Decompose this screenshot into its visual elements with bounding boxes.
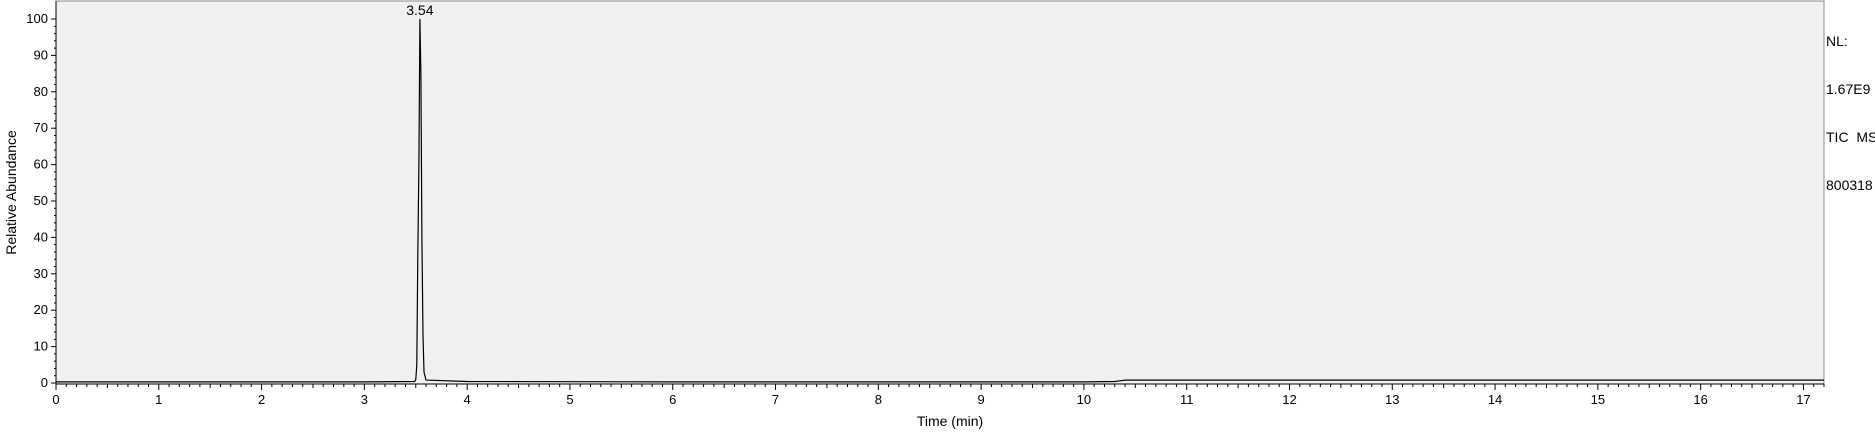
scan-info: NL: 1.67E9 TIC MS 800318 — [1826, 1, 1875, 209]
y-tick-label: 70 — [34, 120, 48, 135]
x-tick-label: 7 — [772, 392, 779, 407]
plot-area — [55, 0, 1825, 385]
x-tick-label: 2 — [258, 392, 265, 407]
y-tick-label: 80 — [34, 84, 48, 99]
x-tick-label: 14 — [1488, 392, 1502, 407]
x-tick-label: 17 — [1796, 392, 1810, 407]
x-tick-label: 6 — [669, 392, 676, 407]
peak-labels: 3.54 — [406, 2, 433, 18]
y-tick-label: 30 — [34, 266, 48, 281]
x-tick-label: 15 — [1591, 392, 1605, 407]
x-tick-label: 1 — [155, 392, 162, 407]
y-axis: 0 10 20 30 40 50 60 70 80 90 100 — [26, 1, 57, 390]
y-tick-label: 20 — [34, 302, 48, 317]
x-tick-label: 12 — [1282, 392, 1296, 407]
x-tick-label: 4 — [464, 392, 471, 407]
y-tick-label: 10 — [34, 339, 48, 354]
file-id: 800318 — [1826, 177, 1873, 193]
x-tick-label: 3 — [361, 392, 368, 407]
y-tick-label: 0 — [41, 375, 48, 390]
x-axis-title: Time (min) — [917, 413, 983, 429]
y-tick-label: 40 — [34, 229, 48, 244]
x-tick-label: 10 — [1077, 392, 1091, 407]
scan-filter: TIC MS — [1826, 129, 1875, 145]
y-tick-label: 50 — [34, 193, 48, 208]
x-tick-label: 11 — [1180, 392, 1194, 407]
y-axis-title: Relative Abundance — [3, 130, 19, 255]
tic-trace — [56, 18, 1824, 383]
x-tick-label: 16 — [1693, 392, 1707, 407]
x-tick-label: 0 — [52, 392, 59, 407]
y-tick-label: 60 — [34, 157, 48, 172]
y-tick-label: 100 — [26, 11, 48, 26]
x-tick-label: 8 — [875, 392, 882, 407]
normalization-level-label: NL: — [1826, 33, 1848, 49]
y-tick-label: 90 — [34, 47, 48, 62]
x-axis: 0 1 2 3 4 5 6 7 8 9 10 11 12 13 14 15 16 17 — [52, 383, 1825, 407]
normalization-level-value: 1.67E9 — [1826, 81, 1871, 97]
x-tick-label: 13 — [1385, 392, 1399, 407]
x-tick-label: 5 — [566, 392, 573, 407]
x-tick-label: 9 — [977, 392, 984, 407]
peak-label: 3.54 — [406, 2, 433, 18]
